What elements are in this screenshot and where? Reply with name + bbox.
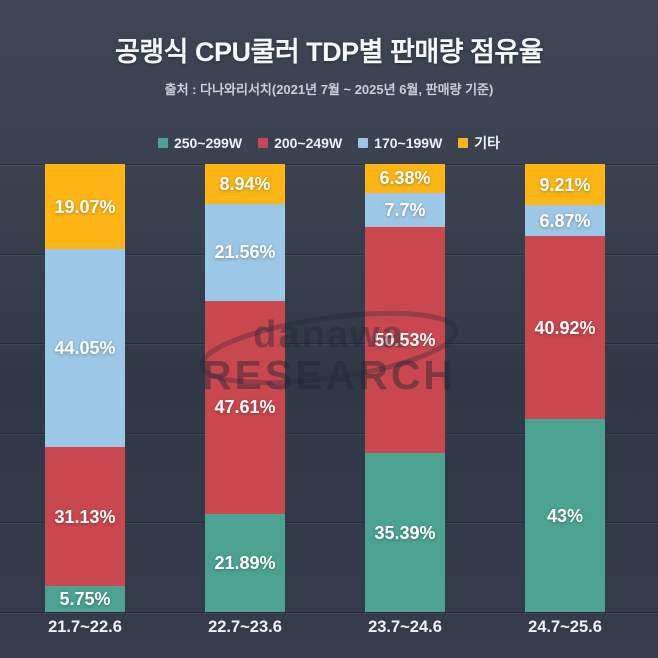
stacked-bar-3: 43% 40.92% 6.87% 9.21% (525, 164, 605, 612)
stacked-bar-2: 35.39% 50.53% 7.7% 6.38% (365, 164, 445, 612)
segment-value-label: 21.89% (214, 552, 276, 573)
legend: 250~299W 200~249W 170~199W 기타 (0, 133, 658, 153)
stacked-bar-0: 5.75% 31.13% 44.05% 19.07% (45, 164, 125, 612)
segment-value-label: 5.75% (59, 589, 111, 610)
gridline-20 (0, 522, 658, 524)
gridline-100 (0, 164, 658, 165)
segment-170~199W: 21.56% (205, 204, 285, 301)
legend-label: 기타 (474, 135, 501, 151)
segment-기타: 8.94% (205, 164, 285, 205)
chart-title: 공랭식 CPU쿨러 TDP별 판매량 점유율 (114, 37, 544, 67)
segment-250~299W: 43% (525, 419, 605, 612)
segment-value-label: 31.13% (54, 506, 116, 527)
legend-label: 170~199W (374, 135, 443, 151)
stacked-bar-1: 21.89% 47.61% 21.56% 8.94% (205, 164, 285, 612)
segment-170~199W: 6.87% (525, 205, 605, 237)
segment-170~199W: 44.05% (45, 249, 125, 447)
legend-item-3: 기타 (458, 133, 500, 153)
x-axis-label-1: 22.7~23.6 (208, 618, 282, 636)
legend-label: 250~299W (173, 135, 243, 151)
legend-label: 200~249W (274, 135, 343, 151)
legend-swatch-icon (458, 138, 469, 148)
segment-250~299W: 5.75% (45, 586, 125, 612)
segment-value-label: 9.21% (539, 174, 591, 195)
x-axis-label-3: 24.7~25.6 (528, 618, 602, 636)
legend-swatch-icon (358, 138, 369, 148)
legend-item-1: 200~249W (258, 135, 342, 151)
segment-200~249W: 47.61% (205, 300, 285, 514)
segment-value-label: 6.38% (379, 168, 431, 189)
segment-250~299W: 35.39% (365, 453, 445, 612)
segment-value-label: 7.7% (384, 199, 426, 220)
gridline-0 (0, 612, 658, 613)
x-axis-label-0: 21.7~22.6 (48, 618, 122, 636)
segment-200~249W: 40.92% (525, 236, 605, 420)
segment-value-label: 40.92% (534, 317, 596, 338)
segment-기타: 19.07% (45, 164, 125, 250)
segment-value-label: 35.39% (374, 522, 436, 543)
segment-value-label: 47.61% (214, 397, 276, 418)
segment-200~249W: 31.13% (45, 446, 125, 587)
segment-170~199W: 7.7% (365, 192, 445, 228)
legend-swatch-icon (157, 138, 168, 148)
plot-area: danawa RESEARCH 5.75% 31.13% 44.05% 19.07% 2… (0, 164, 658, 613)
legend-item-0: 250~299W (157, 135, 243, 151)
gridline-80 (0, 253, 658, 255)
segment-value-label: 19.07% (54, 196, 116, 217)
x-axis-label-2: 23.7~24.6 (368, 618, 442, 636)
segment-value-label: 44.05% (54, 338, 116, 359)
gridline-40 (0, 432, 658, 434)
legend-swatch-icon (258, 138, 269, 148)
bars-container: 5.75% 31.13% 44.05% 19.07% 21.89% 47.61% 21.56… (0, 164, 658, 612)
segment-기타: 9.21% (525, 164, 605, 206)
chart-subtitle: 출처 : 다나와리서치(2021년 7월 ~ 2025년 6월, 판매량 기준) (164, 82, 494, 97)
segment-기타: 6.38% (365, 164, 445, 193)
segment-value-label: 8.94% (219, 174, 271, 195)
segment-value-label: 50.53% (374, 330, 436, 351)
x-axis-labels: 21.7~22.6 22.7~23.6 23.7~24.6 24.7~25.6 (0, 618, 658, 637)
segment-value-label: 21.56% (214, 242, 276, 263)
legend-item-2: 170~199W (358, 135, 442, 151)
gridline-60 (0, 343, 658, 345)
segment-200~249W: 50.53% (365, 227, 445, 454)
segment-value-label: 43% (546, 505, 584, 526)
segment-250~299W: 21.89% (205, 513, 285, 612)
segment-value-label: 6.87% (539, 210, 591, 231)
